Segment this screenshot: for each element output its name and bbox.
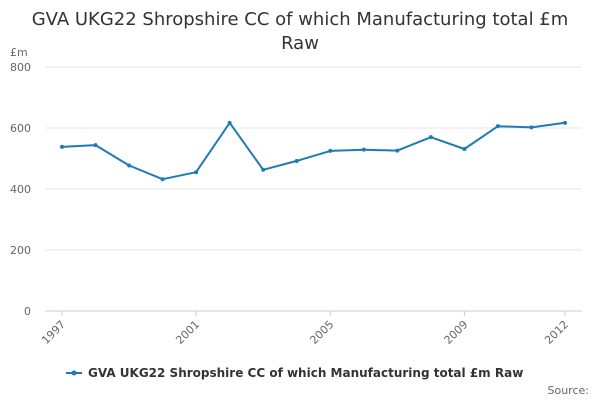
y-tick-label: 0 [24, 305, 31, 318]
y-tick-label: 600 [10, 122, 31, 135]
y-axis-unit-label: £m [10, 46, 28, 59]
source-label[interactable]: Source: [548, 384, 590, 397]
series-line [61, 121, 566, 181]
legend[interactable]: GVA UKG22 Shropshire CC of which Manufac… [66, 366, 523, 380]
data-point[interactable] [294, 158, 299, 163]
data-point[interactable] [93, 143, 98, 148]
y-tick-label: 800 [10, 61, 31, 74]
y-tick-label: 400 [10, 183, 31, 196]
x-tick-label: 2012 [542, 318, 571, 347]
data-point[interactable] [462, 147, 467, 152]
data-point[interactable] [160, 177, 165, 182]
data-point[interactable] [529, 125, 534, 130]
chart-title: GVA UKG22 Shropshire CC of which Manufac… [31, 9, 569, 54]
gridlines [45, 66, 582, 312]
axes: 0 200 400 600 800 1997 2001 2005 2009 2012 [10, 61, 571, 347]
legend-point-marker [71, 370, 77, 376]
data-point[interactable] [261, 167, 266, 172]
x-tick-label: 1997 [39, 318, 68, 347]
data-point[interactable] [361, 147, 366, 152]
data-point[interactable] [60, 144, 64, 149]
data-point[interactable] [563, 120, 567, 125]
data-point[interactable] [395, 148, 400, 153]
x-tick-label: 2009 [442, 318, 471, 347]
y-tick-label: 200 [10, 244, 31, 257]
series-layer [60, 120, 567, 182]
data-point[interactable] [495, 124, 500, 129]
x-tick-label: 2005 [307, 318, 336, 347]
data-point[interactable] [227, 120, 232, 125]
data-point[interactable] [328, 148, 333, 153]
data-point[interactable] [127, 163, 132, 168]
x-tick-label: 2001 [173, 318, 202, 347]
legend-series-label: GVA UKG22 Shropshire CC of which Manufac… [88, 366, 523, 380]
data-point[interactable] [428, 135, 433, 140]
data-point[interactable] [194, 170, 199, 175]
